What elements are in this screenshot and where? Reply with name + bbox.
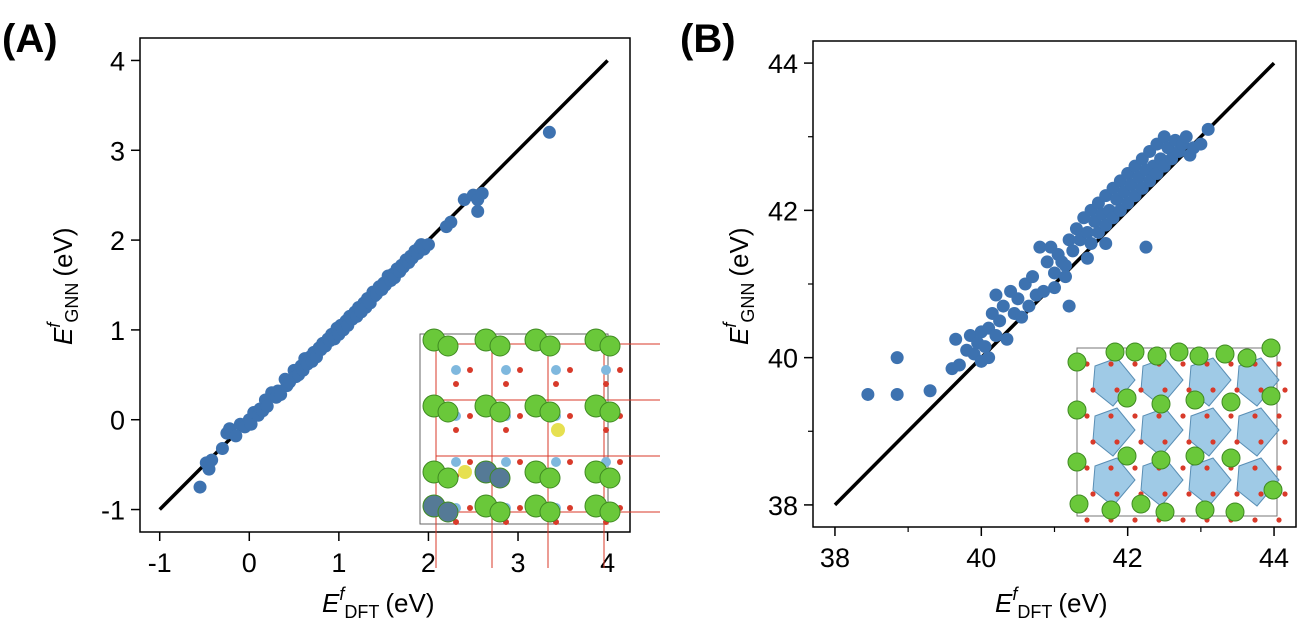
data-point [1058, 270, 1072, 284]
y-tick-label: 42 [768, 196, 798, 226]
y-tick-label: 44 [768, 49, 798, 79]
panel-a-points [193, 125, 556, 494]
data-point [1080, 251, 1094, 265]
data-point [890, 351, 904, 365]
data-point [989, 329, 1003, 343]
panel-b: (B) 38 40 42 44 38 40 42 44 EfDFT (eV) EfGNN(eV) [680, 17, 1297, 622]
panel-a-inset-structure [419, 328, 660, 568]
data-point [244, 417, 258, 431]
y-tick-label: -1 [101, 496, 125, 526]
data-point [993, 314, 1007, 328]
data-point [1066, 244, 1080, 258]
data-point [1062, 299, 1076, 313]
data-point [215, 441, 229, 455]
data-point [471, 204, 485, 218]
y-tick-label: 0 [110, 406, 125, 436]
y-tick-label: 3 [110, 136, 125, 166]
panel-a-frame [139, 37, 631, 533]
x-tick-label: 38 [820, 543, 850, 573]
panel-a: (A) -1 0 1 2 3 4 -1 0 1 2 3 4 EfDFT (eV) EfGNN(eV) [2, 17, 660, 622]
panel-b-label: (B) [680, 17, 736, 61]
data-point [989, 288, 1003, 302]
x-tick-label: 0 [242, 548, 257, 578]
data-point [1022, 299, 1036, 313]
x-tick-label: 42 [1113, 543, 1143, 573]
panel-b-inset-structure [1067, 338, 1288, 523]
data-point [1037, 284, 1051, 298]
data-point [1026, 270, 1040, 284]
data-point [1084, 237, 1098, 250]
data-point [1201, 122, 1215, 136]
data-point [421, 238, 435, 252]
data-point [1011, 292, 1025, 306]
panel-b-ticks: 38 40 42 44 38 40 42 44 [768, 49, 1289, 573]
data-point [923, 384, 937, 398]
panel-a-ylabel: EfGNN(eV) [44, 228, 82, 345]
data-point [1040, 255, 1054, 269]
data-point [1048, 281, 1061, 295]
data-point [1099, 237, 1113, 250]
x-tick-label: -1 [148, 548, 172, 578]
x-tick-label: 2 [421, 548, 436, 578]
y-tick-label: 40 [768, 344, 798, 374]
y-tick-label: 1 [110, 316, 125, 346]
y-tick-label: 38 [768, 491, 798, 521]
panel-b-ylabel: EfGNN(eV) [720, 228, 758, 345]
data-point [952, 358, 966, 372]
data-point [861, 387, 875, 401]
data-point [1194, 137, 1208, 151]
data-point [978, 340, 992, 354]
x-tick-label: 3 [511, 548, 526, 578]
x-tick-label: 40 [966, 543, 996, 573]
panel-a-xlabel: EfDFT (eV) [322, 584, 434, 622]
data-point [1033, 240, 1047, 254]
data-point [1080, 225, 1094, 239]
data-point [1069, 222, 1083, 236]
x-tick-label: 1 [331, 548, 346, 578]
data-point [1139, 240, 1153, 254]
data-point [229, 429, 243, 443]
data-point [193, 480, 207, 494]
data-point [1015, 310, 1029, 324]
data-point [542, 125, 556, 139]
data-point [890, 387, 904, 401]
panel-a-label: (A) [2, 17, 58, 61]
data-point [475, 186, 489, 200]
data-point [996, 299, 1010, 313]
data-point [1062, 233, 1076, 247]
data-point [260, 399, 274, 413]
data-point [1157, 130, 1171, 144]
data-point [1000, 332, 1014, 346]
y-tick-label: 2 [110, 226, 125, 256]
data-point [444, 215, 458, 229]
data-point [205, 453, 219, 467]
x-tick-label: 4 [600, 548, 615, 578]
data-point [1058, 259, 1072, 273]
data-point [949, 332, 963, 346]
data-point [982, 351, 996, 365]
panel-b-xlabel: EfDFT (eV) [995, 584, 1107, 622]
panel-b-points [861, 122, 1215, 401]
data-point [1179, 130, 1193, 144]
data-point [1048, 266, 1061, 280]
x-tick-label: 44 [1259, 543, 1289, 573]
y-tick-label: 4 [110, 46, 125, 76]
